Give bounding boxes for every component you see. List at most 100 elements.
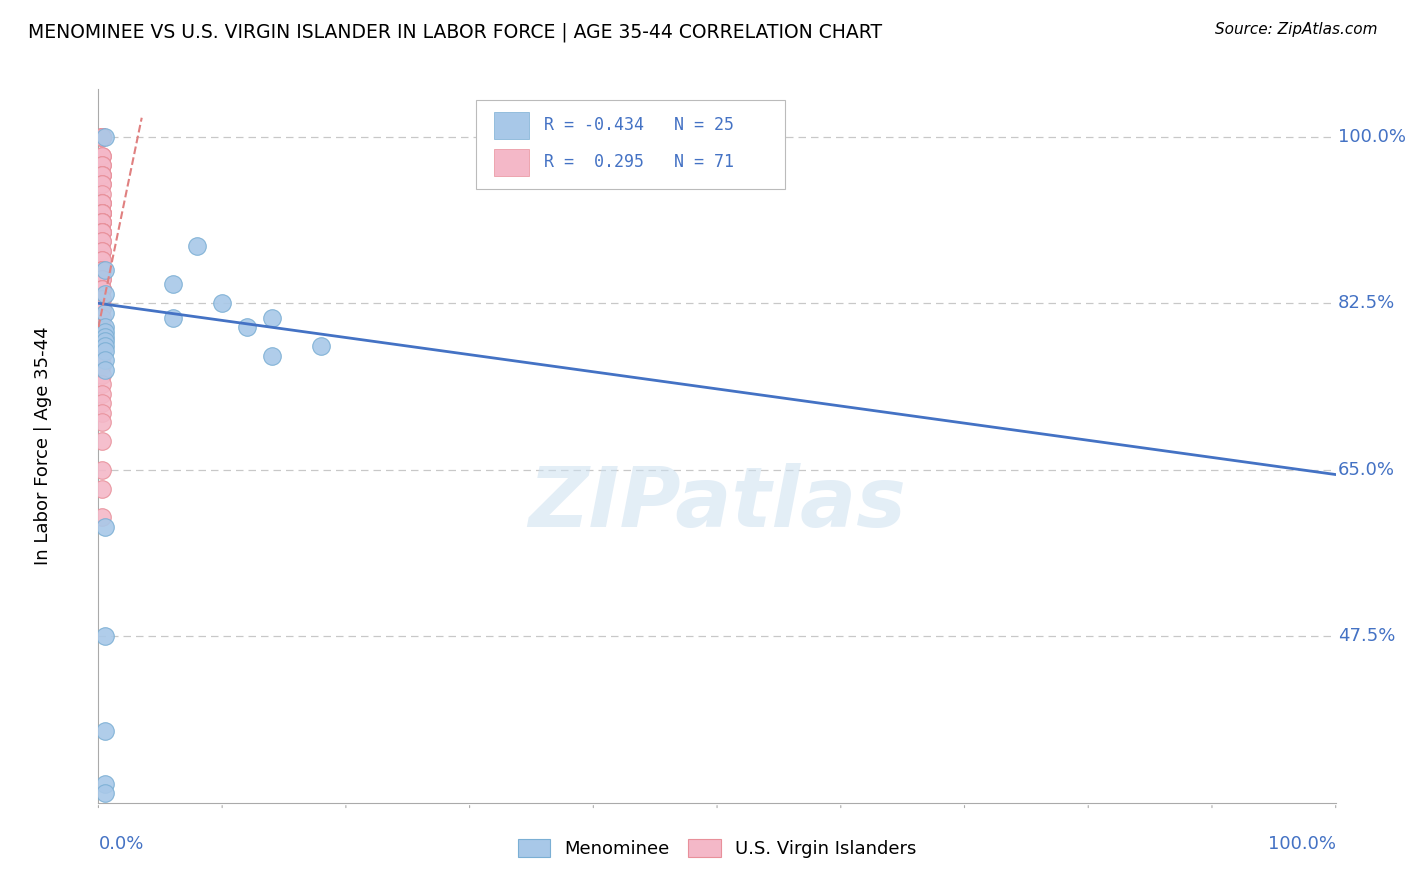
Text: 100.0%: 100.0%	[1339, 128, 1406, 145]
Point	[93, 786, 115, 800]
FancyBboxPatch shape	[475, 100, 785, 189]
Point	[93, 329, 115, 343]
Point	[91, 158, 114, 172]
Point	[91, 339, 114, 353]
Point	[91, 168, 114, 182]
Point	[93, 263, 115, 277]
Point	[91, 406, 114, 420]
Point	[162, 277, 184, 292]
Point	[91, 215, 114, 229]
Point	[91, 225, 114, 239]
Point	[91, 129, 114, 144]
Point	[91, 396, 114, 410]
Point	[93, 339, 115, 353]
Point	[91, 463, 114, 477]
Point	[91, 292, 114, 306]
Point	[91, 368, 114, 382]
Point	[91, 244, 114, 258]
Point	[91, 358, 114, 372]
Point	[91, 434, 114, 449]
Point	[93, 343, 115, 358]
Point	[162, 310, 184, 325]
Point	[91, 349, 114, 363]
Point	[91, 377, 114, 392]
Point	[93, 306, 115, 320]
Point	[91, 415, 114, 429]
Point	[91, 129, 114, 144]
Point	[91, 206, 114, 220]
Text: 82.5%: 82.5%	[1339, 294, 1395, 312]
Point	[91, 320, 114, 334]
Point	[93, 320, 115, 334]
Point	[91, 196, 114, 211]
Point	[91, 206, 114, 220]
Point	[91, 158, 114, 172]
Point	[91, 263, 114, 277]
Point	[91, 196, 114, 211]
Point	[91, 244, 114, 258]
Text: 65.0%: 65.0%	[1339, 461, 1395, 479]
Point	[91, 235, 114, 249]
Point	[91, 196, 114, 211]
Point	[91, 253, 114, 268]
Point	[91, 129, 114, 144]
Point	[93, 325, 115, 339]
Point	[91, 215, 114, 229]
Point	[91, 225, 114, 239]
Text: R = -0.434   N = 25: R = -0.434 N = 25	[544, 116, 734, 134]
Point	[91, 129, 114, 144]
Point	[91, 510, 114, 524]
Point	[91, 282, 114, 296]
Point	[91, 206, 114, 220]
Point	[93, 334, 115, 349]
Text: 0.0%: 0.0%	[98, 835, 143, 853]
Point	[91, 168, 114, 182]
Point	[91, 301, 114, 315]
Point	[91, 168, 114, 182]
Point	[91, 282, 114, 296]
Point	[211, 296, 233, 310]
Point	[91, 310, 114, 325]
Point	[93, 777, 115, 791]
Point	[91, 225, 114, 239]
Text: 47.5%: 47.5%	[1339, 627, 1396, 645]
Point	[91, 272, 114, 286]
Point	[91, 339, 114, 353]
Point	[93, 520, 115, 534]
Point	[91, 301, 114, 315]
Point	[91, 129, 114, 144]
Point	[91, 149, 114, 163]
Point	[91, 235, 114, 249]
Point	[91, 272, 114, 286]
Point	[91, 129, 114, 144]
Point	[91, 186, 114, 201]
Point	[91, 482, 114, 496]
Legend: Menominee, U.S. Virgin Islanders: Menominee, U.S. Virgin Islanders	[510, 831, 924, 865]
Point	[91, 225, 114, 239]
Text: In Labor Force | Age 35-44: In Labor Force | Age 35-44	[34, 326, 52, 566]
FancyBboxPatch shape	[495, 112, 529, 139]
Point	[260, 349, 283, 363]
Point	[91, 215, 114, 229]
Point	[93, 363, 115, 377]
Text: MENOMINEE VS U.S. VIRGIN ISLANDER IN LABOR FORCE | AGE 35-44 CORRELATION CHART: MENOMINEE VS U.S. VIRGIN ISLANDER IN LAB…	[28, 22, 882, 42]
Point	[309, 339, 332, 353]
Text: 100.0%: 100.0%	[1268, 835, 1336, 853]
FancyBboxPatch shape	[495, 149, 529, 176]
Point	[93, 129, 115, 144]
Point	[91, 263, 114, 277]
Point	[91, 149, 114, 163]
Point	[91, 263, 114, 277]
Point	[91, 129, 114, 144]
Point	[91, 329, 114, 343]
Point	[91, 225, 114, 239]
Text: Source: ZipAtlas.com: Source: ZipAtlas.com	[1215, 22, 1378, 37]
Point	[91, 282, 114, 296]
Point	[93, 629, 115, 643]
Point	[91, 178, 114, 192]
Point	[236, 320, 259, 334]
Point	[91, 206, 114, 220]
Point	[91, 292, 114, 306]
Point	[91, 386, 114, 401]
Point	[260, 310, 283, 325]
